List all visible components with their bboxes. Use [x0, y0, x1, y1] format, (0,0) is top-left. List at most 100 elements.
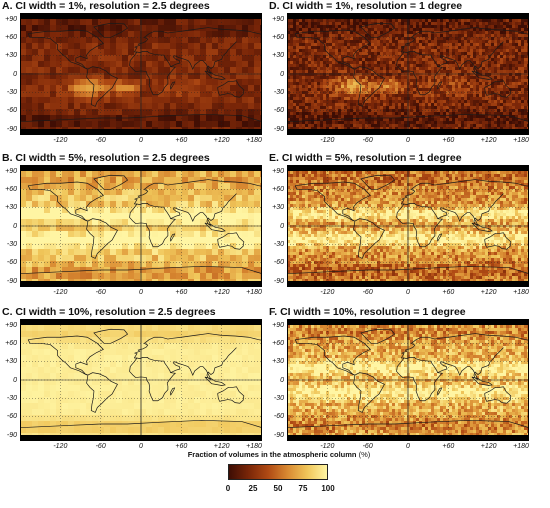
- coastline: [170, 387, 176, 396]
- lat-tick-label: +30: [272, 358, 284, 366]
- polar-band-bottom: [287, 129, 529, 135]
- coastline: [129, 357, 177, 402]
- lat-tick-label: +30: [272, 52, 284, 60]
- coastline: [204, 222, 226, 232]
- coastline: [217, 80, 245, 98]
- lon-tick-label: 0: [406, 137, 410, 144]
- lon-tick-label: -120: [320, 289, 335, 296]
- coastline: [401, 347, 504, 381]
- lon-tick-label: -60: [95, 137, 106, 144]
- lat-tick-label: -60: [6, 259, 17, 267]
- heatmap-cells: [287, 171, 529, 282]
- coastline: [437, 387, 443, 396]
- lon-tick-label: +180: [246, 289, 262, 296]
- legend-tick-25: 25: [248, 484, 258, 493]
- lon-tick-label: -60: [95, 443, 106, 450]
- lat-tick-label: 0: [13, 376, 17, 384]
- lon-tick-label: -60: [95, 289, 106, 296]
- lat-tick-label: +30: [5, 52, 17, 60]
- legend-tick-100: 100: [321, 484, 335, 493]
- coastline: [217, 386, 245, 404]
- coastline: [217, 232, 245, 250]
- coastline: [133, 179, 262, 205]
- coastline: [287, 265, 529, 275]
- coastline: [353, 218, 385, 259]
- lon-tick-label: +60: [442, 137, 455, 144]
- coastline: [86, 218, 118, 259]
- coastline: [484, 80, 512, 98]
- coastline: [471, 70, 493, 80]
- lon-tick-label: +180: [513, 443, 529, 450]
- coastline: [134, 347, 237, 381]
- lat-tick-label: +90: [5, 321, 17, 329]
- polar-band-top: [287, 319, 529, 325]
- lon-tick-label: +60: [442, 443, 455, 450]
- lat-tick-label: +90: [272, 167, 284, 175]
- coastline: [170, 233, 176, 242]
- coastline: [134, 193, 237, 227]
- map-plot: [287, 319, 529, 441]
- panel-title: C. CI width = 10%, resolution = 2.5 degr…: [2, 306, 216, 318]
- lat-tick-label: -60: [273, 259, 284, 267]
- map-panel-a: A. CI width = 1%, resolution = 2.5 degre…: [0, 0, 262, 152]
- lat-tick-label: +60: [5, 33, 17, 41]
- lat-tick-label: -30: [273, 88, 284, 96]
- lat-tick-label: +60: [272, 339, 284, 347]
- lat-tick-label: +30: [272, 204, 284, 212]
- legend-tick-0: 0: [225, 484, 231, 493]
- lat-tick-label: -60: [6, 413, 17, 421]
- polar-band-bottom: [20, 435, 262, 441]
- lat-tick-label: -30: [6, 240, 17, 248]
- colorbar-legend: Fraction of volumes in the atmospheric c…: [188, 450, 371, 508]
- lon-tick-label: +180: [513, 137, 529, 144]
- lat-tick-label: -90: [273, 277, 284, 285]
- lon-tick-label: +120: [480, 137, 497, 144]
- lat-tick-label: +90: [5, 167, 17, 175]
- lat-tick-label: 0: [280, 376, 284, 384]
- polar-band-top: [287, 165, 529, 171]
- lon-tick-label: +180: [246, 137, 262, 144]
- coastline: [287, 113, 529, 123]
- lat-tick-label: -90: [6, 125, 17, 133]
- lat-tick-label: -60: [273, 107, 284, 115]
- coastline: [93, 174, 129, 190]
- lat-tick-label: +90: [272, 321, 284, 329]
- map-plot: [20, 165, 262, 287]
- polar-band-bottom: [20, 129, 262, 135]
- polar-band-top: [20, 319, 262, 325]
- lat-tick-label: +60: [5, 185, 17, 193]
- lat-tick-label: +60: [5, 339, 17, 347]
- coastline: [401, 193, 504, 227]
- lon-tick-label: -60: [362, 137, 373, 144]
- lon-tick-label: +60: [175, 443, 188, 450]
- coastline: [484, 232, 512, 250]
- lat-tick-label: +90: [272, 15, 284, 23]
- lon-tick-label: -120: [53, 443, 68, 450]
- coastline: [134, 41, 237, 75]
- lon-tick-label: +60: [175, 137, 188, 144]
- map-plot: [20, 319, 262, 441]
- lat-tick-label: -30: [273, 394, 284, 402]
- coastline: [170, 81, 176, 90]
- map-frame: [287, 165, 529, 287]
- map-panel-b: B. CI width = 5%, resolution = 2.5 degre…: [0, 152, 262, 304]
- polar-band-top: [20, 13, 262, 19]
- map-frame: [20, 165, 262, 287]
- lat-tick-label: 0: [280, 70, 284, 78]
- coastline: [437, 81, 443, 90]
- map-svg: [287, 13, 529, 135]
- coastline: [484, 386, 512, 404]
- polar-band-bottom: [20, 281, 262, 287]
- lon-tick-label: +60: [175, 289, 188, 296]
- lat-tick-label: -60: [6, 107, 17, 115]
- panel-title: D. CI width = 1%, resolution = 1 degree: [269, 0, 463, 12]
- coastline: [86, 372, 118, 413]
- coastline: [20, 419, 262, 429]
- lon-tick-label: +180: [513, 289, 529, 296]
- map-frame: [287, 13, 529, 135]
- map-svg: [20, 319, 262, 441]
- polar-band-top: [20, 165, 262, 171]
- heatmap-cells: [287, 19, 529, 130]
- coastline: [20, 113, 262, 123]
